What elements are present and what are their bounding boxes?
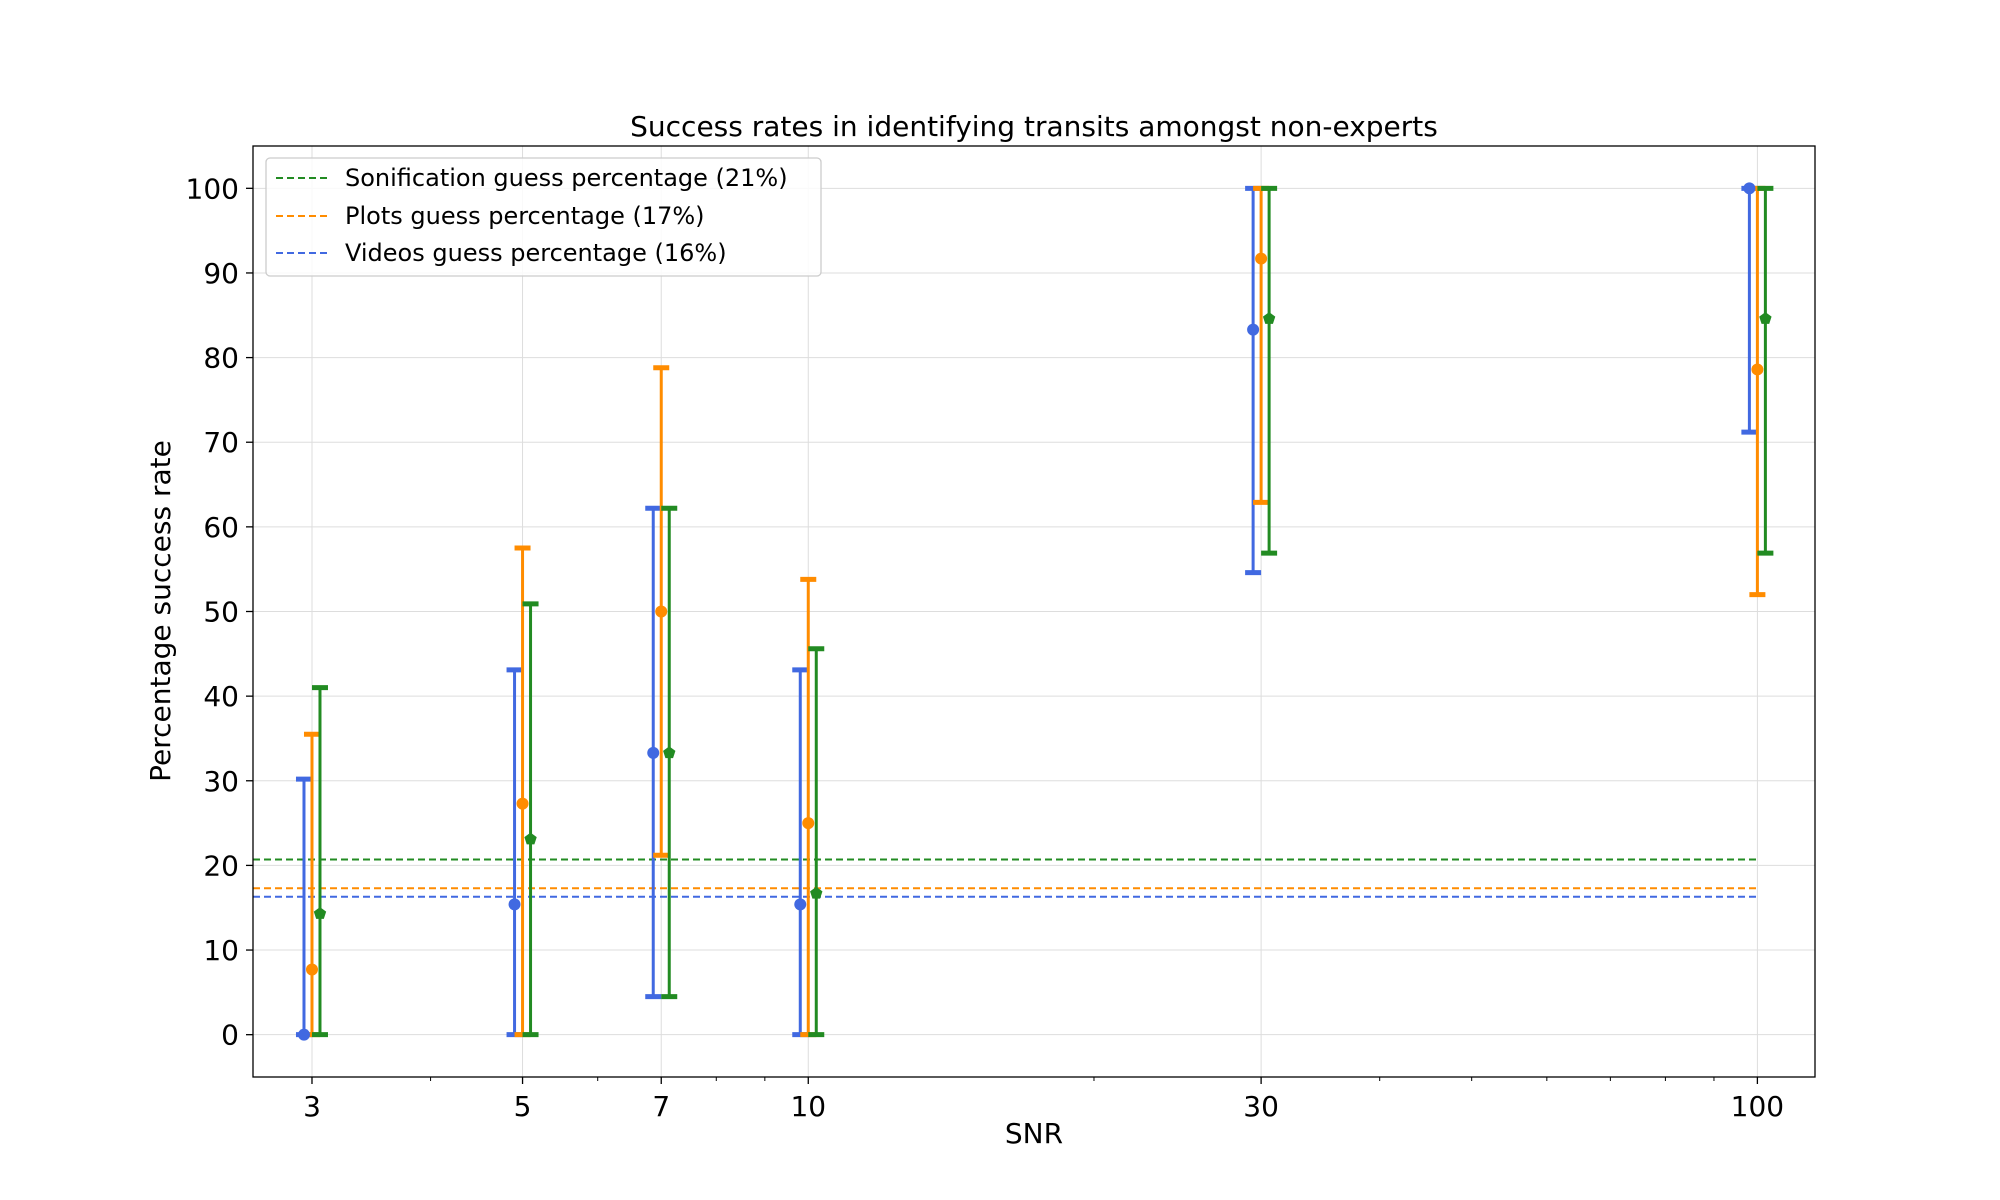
y-ticks: 0 10 20 30 40 50 60 70 80 90 100: [186, 172, 253, 1052]
data-point: [1255, 252, 1268, 265]
data-point: [655, 605, 668, 618]
x-axis-label: SNR: [1005, 1117, 1063, 1150]
y-tick-label: 20: [203, 849, 239, 882]
y-axis-label: Percentage success rate: [144, 440, 177, 782]
legend-label-plots: Plots guess percentage (17%): [345, 202, 705, 230]
legend-label-sonification: Sonification guess percentage (21%): [345, 164, 788, 192]
y-tick-label: 100: [186, 172, 239, 205]
y-tick-label: 70: [203, 426, 239, 459]
data-point: [1759, 312, 1772, 324]
data-point: [524, 832, 537, 845]
legend: Sonification guess percentage (21%) Plot…: [265, 157, 822, 277]
x-tick-label: 30: [1243, 1090, 1279, 1123]
data-point: [1247, 323, 1260, 336]
x-tick-label: 10: [790, 1090, 826, 1123]
data-point: [1743, 182, 1756, 195]
y-tick-label: 30: [203, 765, 239, 798]
y-tick-label: 90: [203, 257, 239, 290]
data-point: [802, 817, 815, 830]
x-tick-label: 5: [514, 1090, 532, 1123]
data-point: [305, 963, 318, 976]
y-tick-label: 50: [203, 596, 239, 629]
x-ticks: 3 5 7 10 30 100: [303, 1077, 1784, 1123]
x-tick-label: 7: [652, 1090, 670, 1123]
x-tick-label: 3: [303, 1090, 321, 1123]
reference-lines: [253, 858, 1758, 898]
y-tick-label: 40: [203, 680, 239, 713]
data-point: [297, 1028, 310, 1041]
legend-frame: [265, 157, 822, 277]
data-point: [516, 797, 529, 810]
legend-label-videos: Videos guess percentage (16%): [345, 239, 727, 267]
data-point: [663, 746, 676, 759]
data-point: [1751, 363, 1764, 376]
chart-title: Success rates in identifying transits am…: [630, 110, 1438, 143]
data-point: [647, 746, 660, 759]
data-point: [1262, 312, 1276, 324]
data-points: [297, 182, 1772, 1041]
data-point: [794, 898, 807, 911]
data-point: [810, 886, 823, 899]
y-tick-label: 60: [203, 511, 239, 544]
x-tick-label: 100: [1731, 1090, 1784, 1123]
y-tick-label: 0: [221, 1019, 239, 1052]
data-point: [508, 898, 521, 911]
minor-ticks: [430, 1077, 1715, 1081]
y-tick-label: 80: [203, 342, 239, 375]
data-point: [313, 907, 327, 919]
y-tick-label: 10: [203, 934, 239, 967]
